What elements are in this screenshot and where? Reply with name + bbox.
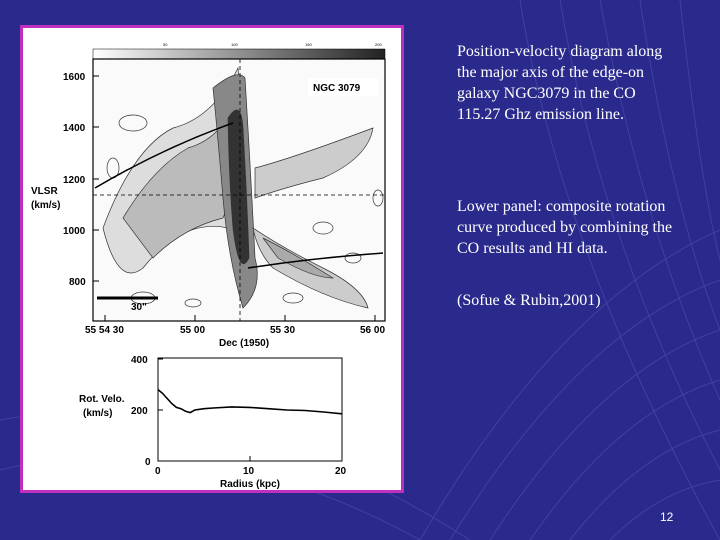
figure-svg: 50 100 150 200 — [31, 42, 386, 490]
upper-xtick: 55 30 — [270, 325, 295, 336]
colorbar — [92, 48, 386, 60]
lower-y-ticks — [158, 358, 163, 462]
colorbar-tick: 50 — [163, 42, 168, 47]
caption-pv-description: Position-velocity diagram along the majo… — [457, 43, 663, 123]
lower-xlabel: Radius (kpc) — [220, 479, 280, 490]
lower-x-ticks — [157, 456, 343, 461]
lower-xtick: 0 — [155, 466, 161, 477]
lower-ytick: 0 — [145, 457, 151, 468]
upper-ytick: 1000 — [63, 226, 86, 237]
scale-bar-label: 30" — [131, 302, 147, 313]
lower-xtick: 20 — [335, 466, 347, 477]
lower-ylabel-line1: Rot. Velo. — [79, 394, 125, 405]
pv-contours — [102, 66, 384, 309]
upper-xtick: 55 54 30 — [85, 325, 124, 336]
rotation-trace-right — [247, 252, 384, 269]
upper-ytick: 1600 — [63, 72, 86, 83]
upper-xtick: 56 00 — [360, 325, 385, 336]
upper-x-ticks — [104, 315, 376, 321]
lower-ylabel-line2: (km/s) — [83, 408, 112, 419]
upper-y-ticks — [93, 75, 99, 282]
colorbar-tick: 150 — [305, 42, 312, 47]
upper-xtick: 55 00 — [180, 325, 205, 336]
upper-ytick: 1200 — [63, 175, 86, 186]
rotation-trace-left — [94, 122, 234, 189]
lower-ytick: 400 — [131, 355, 148, 366]
upper-ytick: 1400 — [63, 123, 86, 134]
lower-xtick: 10 — [243, 466, 255, 477]
caption-lower-panel: Lower panel: composite rotation curve pr… — [457, 198, 673, 257]
object-label: NGC 3079 — [313, 83, 361, 94]
slide-number: 12 — [660, 510, 674, 524]
rotation-curve-line — [157, 388, 343, 415]
upper-ylabel-line2: (km/s) — [31, 200, 60, 211]
colorbar-tick: 200 — [375, 42, 382, 47]
upper-xlabel: Dec (1950) — [219, 338, 269, 349]
caption-citation: (Sofue & Rubin,2001) — [457, 292, 601, 309]
upper-ytick: 800 — [69, 277, 86, 288]
colorbar-tick: 100 — [231, 42, 238, 47]
figure-frame: 50 100 150 200 — [20, 25, 404, 493]
upper-ylabel-line1: VLSR — [31, 186, 58, 197]
rotation-plot-frame — [157, 357, 343, 462]
lower-ytick: 200 — [131, 406, 148, 417]
